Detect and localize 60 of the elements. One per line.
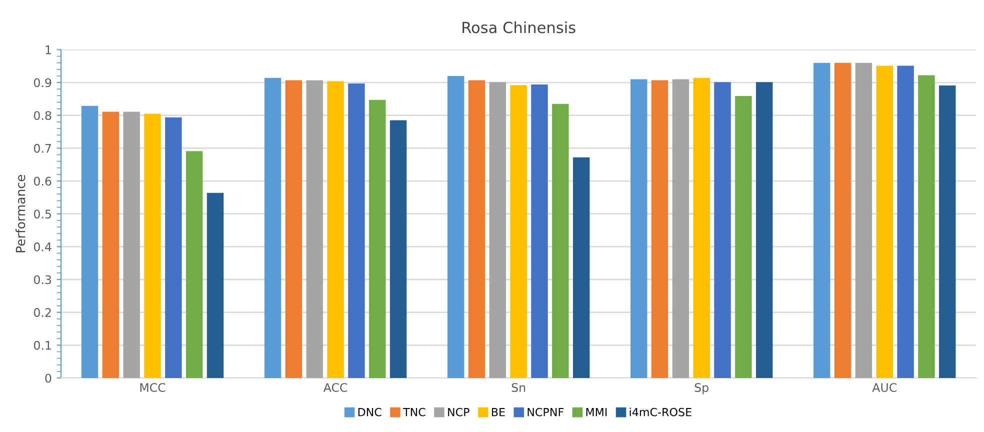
bar bbox=[572, 157, 590, 378]
x-tick-label: ACC bbox=[323, 383, 348, 392]
x-tick-label: AUC bbox=[872, 383, 896, 392]
bar bbox=[206, 192, 224, 378]
bar bbox=[348, 83, 365, 378]
bar bbox=[651, 80, 668, 378]
y-tick-label: 0.8 bbox=[34, 111, 52, 120]
legend-label: DNC bbox=[358, 408, 382, 416]
bar bbox=[531, 84, 548, 378]
chart-title: Rosa Chinensis bbox=[462, 21, 576, 34]
bar bbox=[834, 62, 852, 378]
legend-label: i4mC-ROSE bbox=[630, 408, 692, 416]
y-tick-label: 0.9 bbox=[34, 78, 52, 88]
bar bbox=[264, 78, 282, 378]
y-tick-label: 0.2 bbox=[34, 308, 51, 317]
bar bbox=[144, 114, 161, 378]
y-tick-label: 0.6 bbox=[34, 176, 52, 186]
bar bbox=[447, 76, 464, 378]
legend-label: NCPNF bbox=[528, 408, 564, 416]
bar bbox=[468, 80, 486, 378]
bar bbox=[814, 62, 830, 378]
bar bbox=[165, 117, 182, 378]
y-tick-label: 0.1 bbox=[34, 340, 51, 350]
y-tick-label: 0.7 bbox=[34, 144, 51, 153]
bar bbox=[123, 112, 140, 378]
bar bbox=[939, 85, 956, 378]
bar bbox=[756, 82, 773, 378]
bar bbox=[306, 80, 323, 378]
bar bbox=[510, 85, 527, 378]
bar bbox=[489, 82, 506, 378]
legend-label: MMI bbox=[586, 408, 607, 416]
bar bbox=[186, 151, 203, 378]
bar bbox=[327, 81, 344, 378]
legend-label: TNC bbox=[402, 408, 426, 416]
bar bbox=[369, 100, 386, 378]
bar bbox=[693, 78, 710, 378]
bar bbox=[897, 66, 914, 378]
y-tick-label: 1 bbox=[46, 46, 51, 54]
x-tick-label: Sn bbox=[512, 383, 526, 392]
bar bbox=[876, 66, 893, 378]
x-tick-label: MCC bbox=[140, 383, 166, 392]
y-tick-label: 0 bbox=[45, 374, 52, 383]
y-tick-label: 0.4 bbox=[34, 242, 52, 252]
y-axis-title: Performance bbox=[16, 174, 26, 252]
bar bbox=[102, 112, 120, 378]
bar bbox=[285, 80, 302, 378]
bar bbox=[735, 96, 752, 378]
bar bbox=[552, 104, 569, 378]
bar bbox=[672, 79, 690, 378]
legend-label: NCP bbox=[448, 408, 470, 416]
bar bbox=[390, 120, 407, 378]
bar bbox=[918, 75, 935, 378]
bar bbox=[81, 106, 98, 378]
y-tick-label: 0.3 bbox=[34, 275, 52, 284]
legend-label: BE bbox=[492, 408, 505, 416]
y-tick-label: 0.5 bbox=[34, 210, 51, 218]
x-tick-label: Sp bbox=[694, 383, 708, 394]
bar bbox=[714, 82, 731, 378]
bar bbox=[855, 62, 872, 378]
bar bbox=[630, 79, 648, 378]
